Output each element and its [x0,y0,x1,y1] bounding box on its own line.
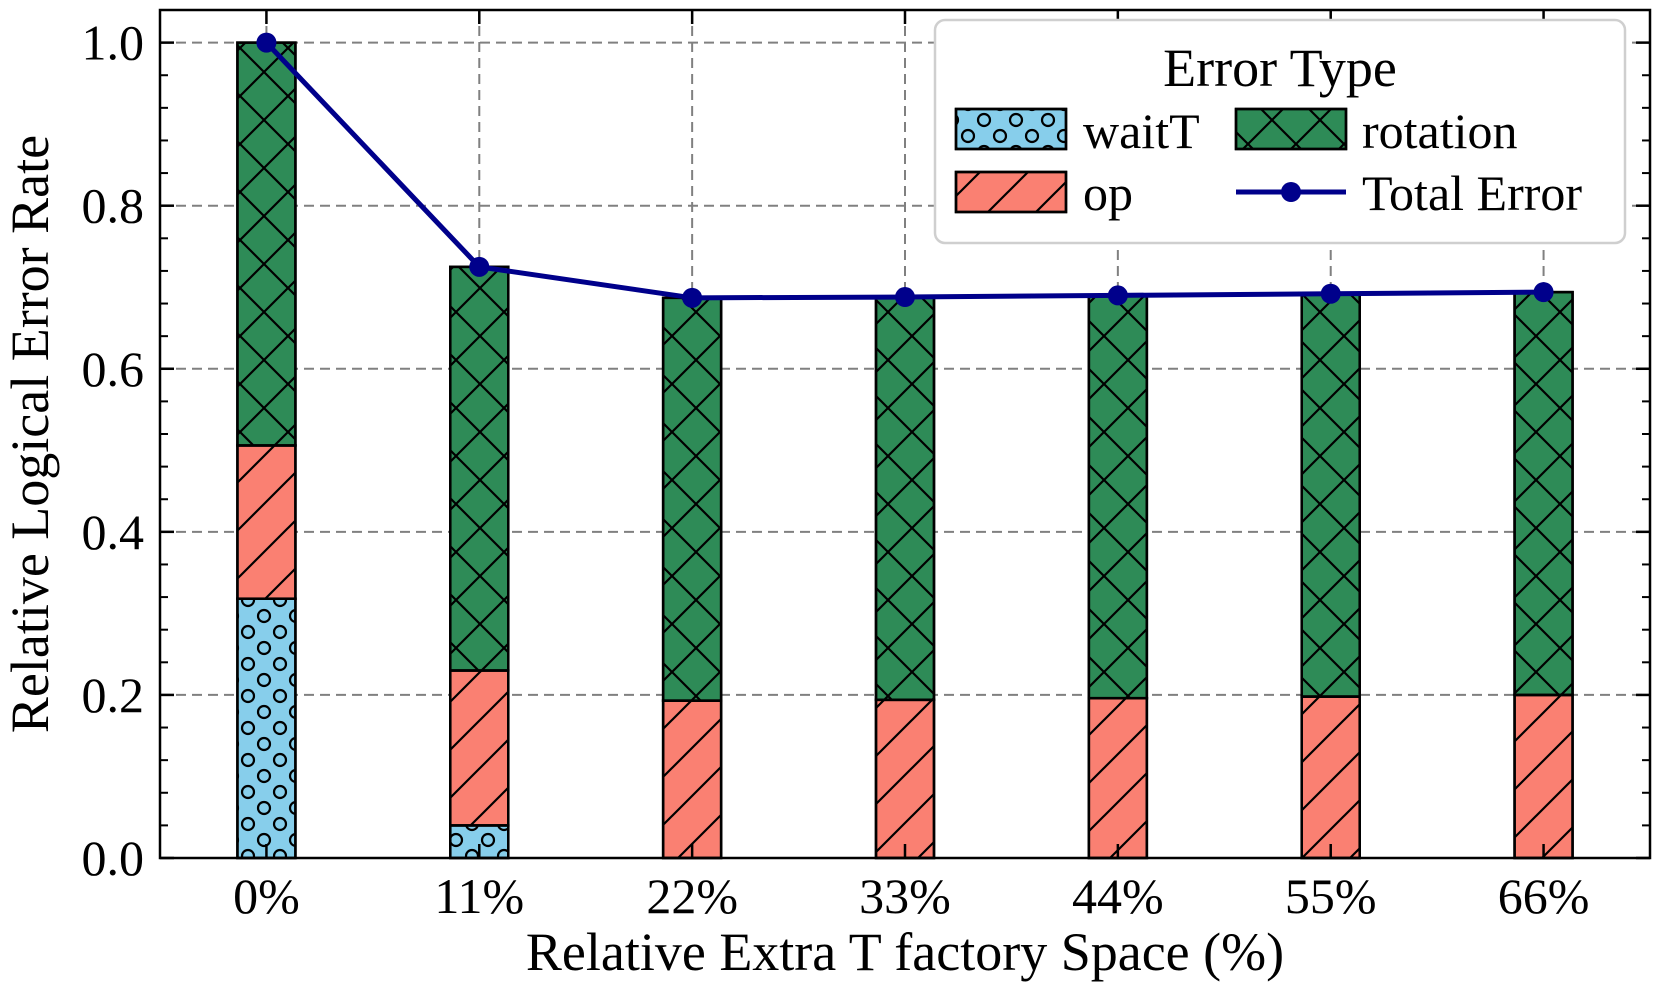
total-error-line [256,32,1554,308]
total-error-point-4 [1107,285,1128,306]
x-tick-label-0: 0% [233,868,300,924]
x-tick-label-4: 44% [1072,868,1164,924]
y-tick-label-0: 0.0 [82,830,145,886]
legend: Error Type waitT rotation op Total Error [933,18,1627,245]
bar-pattern-rotation-4 [1087,294,1149,700]
y-tick-label-5: 1.0 [82,15,145,71]
total-error-point-2 [682,287,703,308]
total-error-point-5 [1320,283,1341,304]
legend-label-total-error: Total Error [1362,165,1582,221]
bar-pattern-op-0 [236,444,297,600]
x-tick-label-5: 55% [1285,868,1377,924]
bars [236,41,1574,860]
bar-pattern-op-5 [1300,695,1361,860]
bar-pattern-op-6 [1513,693,1574,860]
tick-labels: 0.0 0.2 0.4 0.6 0.8 1.0 0% 11% 22% 33% 44% 55% 66% [82,15,1590,924]
bar-pattern-rotation-1 [449,265,510,672]
total-error-point-1 [469,256,490,277]
x-tick-label-6: 66% [1498,868,1590,924]
x-tick-label-1: 11% [434,868,524,924]
x-axis-label: Relative Extra T factory Space (%) [526,922,1284,982]
bar-pattern-rotation-0 [236,41,297,447]
y-tick-label-4: 0.8 [82,178,145,234]
x-tick-label-3: 33% [859,868,951,924]
legend-swatch-waitT-pattern [954,107,1068,151]
bar-pattern-op-3 [874,698,936,860]
legend-title: Error Type [1163,38,1397,98]
y-tick-label-3: 0.6 [82,341,145,397]
bar-pattern-rotation-5 [1300,292,1361,698]
bar-pattern-rotation-6 [1513,290,1574,697]
bar-pattern-rotation-2 [661,296,723,702]
bar-pattern-op-1 [449,669,510,827]
y-tick-label-2: 0.4 [82,504,145,560]
bar-pattern-rotation-3 [874,295,936,702]
bar-pattern-waitT-0 [236,597,297,860]
legend-swatch-rotation-pattern [1234,107,1348,151]
legend-marker-total-error [1281,182,1301,202]
y-tick-label-1: 0.2 [82,667,145,723]
x-tick-label-2: 22% [646,868,738,924]
legend-swatch-op-pattern [954,170,1068,214]
legend-label-op: op [1083,165,1133,221]
bar-pattern-op-2 [661,699,723,860]
total-error-point-0 [256,32,277,53]
y-axis-label: Relative Logical Error Rate [0,135,60,733]
total-error-point-3 [895,287,915,308]
total-error-point-6 [1533,282,1554,303]
legend-label-waitT: waitT [1083,103,1200,159]
bar-pattern-op-4 [1087,696,1149,860]
legend-label-rotation: rotation [1362,103,1518,159]
ticks [160,9,1650,860]
